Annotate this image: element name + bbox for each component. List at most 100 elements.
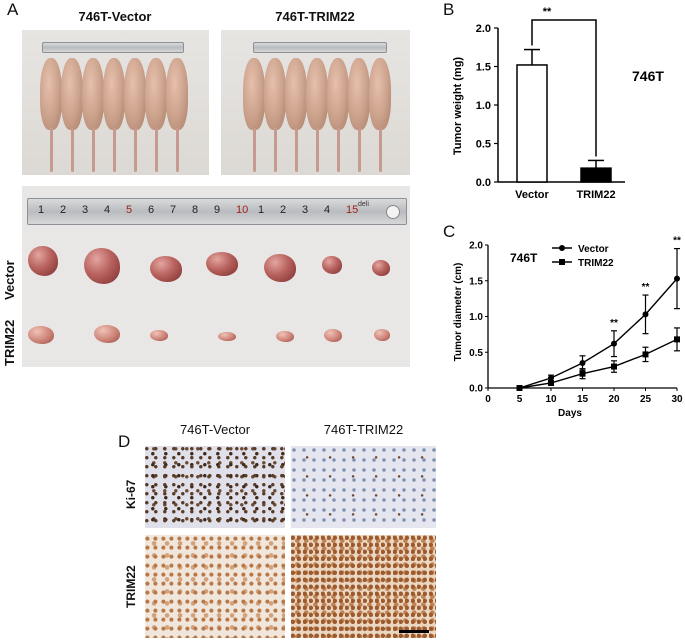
ruler-number: 10: [236, 204, 249, 216]
ruler-number: 4: [104, 204, 111, 216]
chart-c-ytick-label: 2.0: [469, 241, 483, 252]
photo-ruler: [42, 42, 184, 53]
chart-c-series-line: [519, 338, 678, 389]
mouse: [369, 58, 391, 130]
panel-b-letter: B: [443, 0, 455, 19]
chart-c-significance: **: [610, 318, 618, 329]
mouse-tail: [113, 128, 116, 172]
chart-c-ytick-label: 1.0: [469, 312, 483, 323]
ruler-number: 1: [38, 204, 45, 216]
mouse: [348, 58, 370, 130]
tumor-trim22: [218, 332, 236, 341]
tumor-photo: 1 2 3 4 5 6 7 8 9 10 1 2 3 4 15 deli: [22, 186, 410, 367]
tumor-vector: [322, 256, 342, 274]
mouse: [124, 58, 146, 130]
ihc-trim22-trim22: [291, 535, 436, 638]
chart-c-point-square: [516, 385, 523, 391]
ruler-number: 3: [302, 204, 309, 216]
panel-d-row-trim22: TRIM22: [124, 565, 138, 608]
ihc-trim22-vector: [145, 535, 285, 638]
tumor-trim22: [28, 326, 54, 344]
chart-c-legend-label: Vector: [578, 244, 609, 255]
chart-c-ytick-label: 0.5: [469, 348, 483, 359]
tumor-vector: [264, 254, 296, 282]
ruler-number: 7: [170, 204, 177, 216]
tumor-vector: [84, 248, 120, 284]
mouse: [243, 58, 265, 130]
mouse-tail: [253, 128, 256, 172]
mouse-tail: [274, 128, 277, 172]
ihc-ki67-trim22: [291, 446, 436, 528]
ruler-number: 1: [258, 204, 265, 216]
chart-b-ytick-label: 1.5: [476, 62, 491, 74]
chart-c-cell-line: 746T: [510, 251, 538, 265]
chart-c-significance: **: [673, 236, 681, 247]
chart-c-point-square: [548, 379, 554, 386]
tumor-trim22: [94, 325, 120, 343]
chart-c-ylabel: Tumor diameter (cm): [453, 263, 464, 362]
panel-a-left-caption: 746T-Vector: [78, 9, 152, 24]
mouse: [306, 58, 328, 130]
mouse: [145, 58, 167, 130]
chart-c-point-circle: [548, 374, 554, 381]
mouse: [40, 58, 62, 130]
panel-a-right-caption: 746T-TRIM22: [275, 9, 355, 24]
mouse-tail: [295, 128, 298, 172]
tumor-trim22: [374, 329, 390, 341]
mouse-tail: [71, 128, 74, 172]
chart-c-xtick-label: 20: [608, 394, 620, 405]
mouse-tail: [92, 128, 95, 172]
mouse: [61, 58, 83, 130]
chart-b-ytick-label: 2.0: [476, 23, 491, 35]
chart-b-ytick-label: 0.5: [476, 139, 491, 151]
chart-c-point-circle: [611, 340, 617, 347]
mouse-tail: [50, 128, 53, 172]
chart-b-ytick-label: 0.0: [476, 177, 491, 189]
mouse-tail: [134, 128, 137, 172]
ruler-number: 5: [126, 204, 133, 216]
tumor-trim22: [324, 329, 342, 342]
chart-c-ytick-label: 1.5: [469, 276, 483, 287]
chart-c-series-line: [519, 278, 678, 389]
mouse: [264, 58, 286, 130]
tumor-diameter-line-chart: Tumor diameter (cm) Days 746T 0.0 0.5 1.0 1…: [453, 236, 683, 419]
chart-c-xtick-label: 0: [485, 394, 491, 405]
chart-b-ylabel: Tumor weight (mg): [452, 57, 464, 156]
chart-c-xtick-label: 30: [671, 394, 683, 405]
ruler-number: 15: [346, 204, 359, 216]
mouse-tail: [337, 128, 340, 172]
tumor-vector: [150, 256, 182, 282]
chart-b-bar: [516, 64, 548, 183]
panel-d-row-ki67: Ki-67: [124, 479, 138, 509]
chart-b-category-label: Vector: [515, 189, 549, 201]
chart-c-xlabel: Days: [558, 408, 582, 419]
photo-ruler: [253, 42, 387, 53]
mouse: [285, 58, 307, 130]
mouse: [166, 58, 188, 130]
ruler-brand: deli: [358, 201, 369, 208]
chart-c-xtick-label: 25: [640, 394, 652, 405]
mouse: [82, 58, 104, 130]
ruler-hole: [386, 205, 400, 219]
mouse-tail: [155, 128, 158, 172]
chart-b-category-label: TRIM22: [576, 189, 615, 201]
chart-c-point-square: [611, 363, 617, 370]
chart-c-legend-marker: [559, 259, 565, 265]
tumor-vector: [28, 246, 58, 276]
mouse: [327, 58, 349, 130]
mouse-tail: [379, 128, 382, 172]
chart-c-point-square: [674, 336, 680, 343]
tumor-weight-bar-chart: Tumor weight (mg) 746T ** 0.0 0.5 1.0 1.5 2.…: [452, 6, 664, 201]
chart-c-significance: **: [642, 282, 650, 293]
chart-b-ytick-label: 1.0: [476, 100, 491, 112]
chart-c-xtick-label: 15: [577, 394, 589, 405]
chart-c-legend-label: TRIM22: [578, 258, 614, 269]
scale-bar: [399, 630, 429, 633]
tumor-vector: [206, 252, 238, 276]
tumor-vector: [372, 260, 390, 276]
panel-a-letter: A: [7, 0, 19, 19]
tumor-trim22: [276, 331, 294, 342]
ruler-number: 2: [280, 204, 287, 216]
ruler-number: 4: [324, 204, 331, 216]
tumor-photo-ruler: 1 2 3 4 5 6 7 8 9 10 1 2 3 4 15 deli: [27, 198, 407, 225]
